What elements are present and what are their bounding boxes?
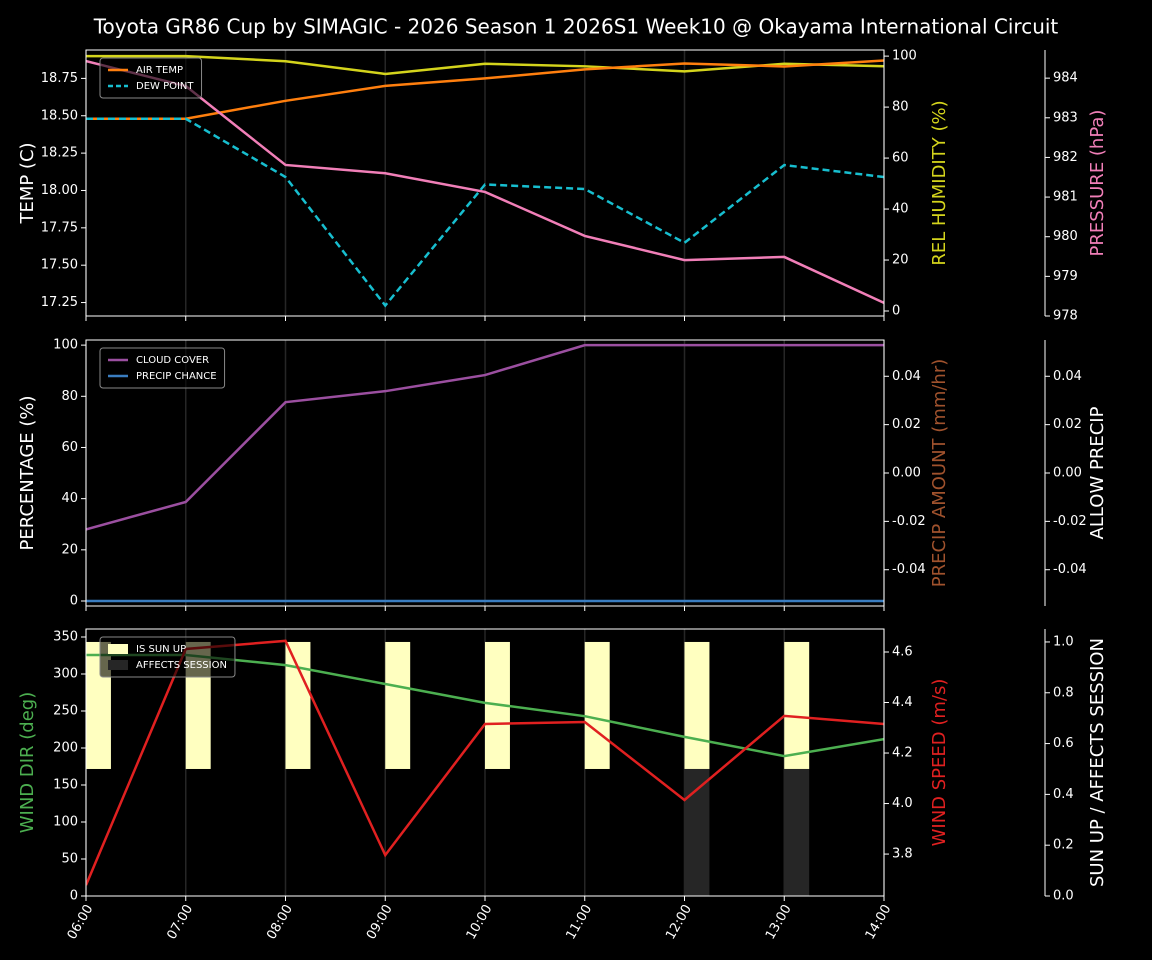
y-tick-label: 0.8 [1053,685,1074,700]
chart-title: Toyota GR86 Cup by SIMAGIC - 2026 Season… [93,15,1059,39]
y-tick-label: 983 [1053,110,1078,125]
bar [684,641,710,769]
plot-frame [85,339,885,607]
y-tick-label: 4.2 [892,746,913,761]
y-tick-label: 50 [61,851,78,866]
y-tick-label: 0.02 [892,417,921,432]
y-tick-label: 0 [70,594,78,609]
axis-label: WIND SPEED (m/s) [929,679,950,847]
y-tick-label: 40 [892,202,909,217]
y-tick-label: 18.50 [41,108,78,123]
y-tick-label: 978 [1053,309,1078,324]
axis-label: TEMP (C) [17,142,38,224]
axis-label: SUN UP / AFFECTS SESSION [1087,638,1108,887]
bar [584,641,610,769]
plot-frame [85,49,885,317]
series-line [86,117,884,308]
legend-swatch [108,660,128,670]
y-tick-label: 0.00 [1053,466,1082,481]
y-tick-label: 0.04 [892,369,921,384]
y-tick-label: 980 [1053,229,1078,244]
bar [784,641,810,769]
y-tick-label: 0.6 [1053,736,1074,751]
plot-area [86,639,884,896]
y-tick-label: 0.02 [1053,417,1082,432]
y-tick-label: 100 [53,338,78,353]
y-tick-label: -0.02 [892,514,926,529]
y-tick-label: 3.8 [892,847,913,862]
axis-label: WIND DIR (deg) [17,692,38,834]
y-tick-label: -0.02 [1053,514,1087,529]
y-tick-label: 982 [1053,150,1078,165]
y-tick-label: 0.4 [1053,787,1074,802]
y-tick-label: 20 [892,253,909,268]
legend-box [99,636,236,678]
y-tick-label: 4.4 [892,695,913,710]
plot-frame [85,628,885,897]
y-tick-label: 100 [892,49,917,64]
y-tick-label: 100 [53,814,78,829]
legend-box [99,57,203,99]
y-tick-label: 350 [53,629,78,644]
y-tick-label: 18.25 [41,146,78,161]
axis-label: ALLOW PRECIP [1087,406,1108,539]
y-tick-label: 60 [892,151,909,166]
y-tick-label: 20 [61,542,78,557]
y-tick-label: 17.50 [41,258,78,273]
plot-area [86,343,884,603]
y-tick-label: 17.25 [41,295,78,310]
series-line [86,59,884,305]
y-tick-label: 4.0 [892,796,913,811]
y-tick-label: 250 [53,703,78,718]
axis-label: PRESSURE (hPa) [1087,110,1108,257]
y-tick-label: 18.75 [41,71,78,86]
y-tick-label: 80 [892,100,909,115]
legend-box [99,347,226,389]
y-tick-label: 200 [53,740,78,755]
legend-label: AIR TEMP [136,65,183,76]
bar [385,641,411,769]
y-tick-label: -0.04 [892,562,926,577]
bar [285,641,311,769]
y-tick-label: 60 [61,440,78,455]
y-tick-label: 0.00 [892,466,921,481]
legend-label: AFFECTS SESSION [136,660,227,671]
y-tick-label: 17.75 [41,220,78,235]
axis-label: PERCENTAGE (%) [17,395,38,550]
y-tick-label: -0.04 [1053,562,1087,577]
bar [784,768,810,896]
legend-label: DEW POINT [136,81,194,92]
plot-area [86,54,884,308]
y-tick-label: 4.6 [892,644,913,659]
y-tick-label: 0.0 [1053,889,1074,904]
y-tick-label: 300 [53,666,78,681]
axis-label: PRECIP AMOUNT (mm/hr) [929,359,950,588]
y-tick-label: 984 [1053,71,1078,86]
y-tick-label: 0.2 [1053,838,1074,853]
y-tick-label: 979 [1053,269,1078,284]
series-line [86,343,884,531]
legend-label: PRECIP CHANCE [136,371,217,382]
y-tick-label: 18.00 [41,183,78,198]
axis-label: REL HUMIDITY (%) [929,100,950,265]
y-tick-label: 981 [1053,190,1078,205]
y-tick-label: 1.0 [1053,634,1074,649]
legend-swatch [108,644,128,654]
y-tick-label: 0 [892,304,900,319]
y-tick-label: 80 [61,389,78,404]
legend-label: IS SUN UP [136,644,186,655]
y-tick-label: 40 [61,491,78,506]
legend-label: CLOUD COVER [136,355,209,366]
y-tick-label: 0 [70,889,78,904]
y-tick-label: 150 [53,777,78,792]
y-tick-label: 0.04 [1053,369,1082,384]
